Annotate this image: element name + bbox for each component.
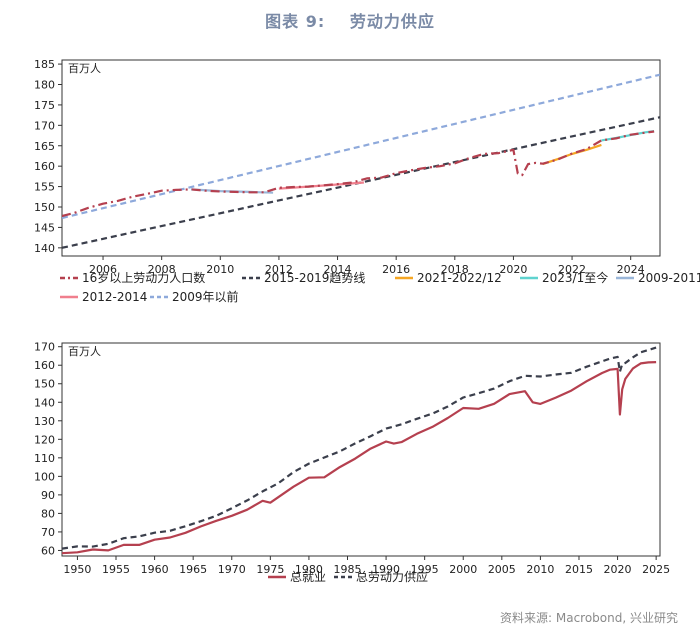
y-tick-label: 80 — [41, 507, 55, 520]
x-tick-label: 1955 — [102, 563, 130, 576]
y-tick-label: 145 — [34, 221, 55, 234]
y-tick-label: 100 — [34, 470, 55, 483]
y-tick-label: 110 — [34, 452, 55, 465]
x-tick-label: 2000 — [449, 563, 477, 576]
x-tick-label: 2025 — [642, 563, 670, 576]
x-tick-label: 1960 — [141, 563, 169, 576]
x-tick-label: 1975 — [256, 563, 284, 576]
x-tick-label: 1995 — [411, 563, 439, 576]
x-tick-label: 2020 — [604, 563, 632, 576]
y-tick-label: 90 — [41, 489, 55, 502]
series-line-16岁以上劳动力人口数 — [62, 130, 655, 218]
unit-label: 百万人 — [68, 345, 101, 358]
y-tick-label: 155 — [34, 181, 55, 194]
y-tick-label: 170 — [34, 119, 55, 132]
y-tick-label: 170 — [34, 341, 55, 354]
series-line-总劳动力供应 — [62, 346, 657, 550]
series-line-总就业 — [62, 361, 657, 555]
x-tick-label: 2022 — [558, 263, 586, 276]
x-tick-label: 1950 — [63, 563, 91, 576]
x-tick-label: 2016 — [382, 263, 410, 276]
legend-label: 2009年以前 — [172, 289, 239, 304]
legend-label: 总就业 — [290, 570, 326, 584]
legend-label: 总劳动力供应 — [356, 569, 428, 584]
legend-label: 2009-2011 — [638, 271, 700, 285]
x-tick-label: 2024 — [617, 263, 645, 276]
plot-frame — [61, 342, 661, 557]
x-tick-label: 2005 — [488, 563, 516, 576]
y-tick-label: 180 — [34, 79, 55, 92]
legend-label: 16岁以上劳动力人口数 — [82, 270, 205, 285]
series-line-2009年以前 — [62, 73, 660, 220]
x-tick-label: 2008 — [148, 263, 176, 276]
x-tick-label: 2015 — [565, 563, 593, 576]
y-tick-label: 185 — [34, 58, 55, 71]
x-tick-label: 1980 — [295, 563, 323, 576]
legend-label: 2015-2019趋势线 — [264, 271, 365, 285]
x-tick-label: 2010 — [526, 563, 554, 576]
y-tick-label: 160 — [34, 359, 55, 372]
bottom-chart: 百万人 60 70 80 90 100 110 120 130 140 150 160 170 1950 1… — [34, 341, 670, 584]
x-tick-label: 1970 — [218, 563, 246, 576]
y-tick-label: 140 — [34, 242, 55, 255]
series-line-2023/1至今 — [601, 130, 655, 142]
x-tick-label: 1990 — [372, 563, 400, 576]
figure-label: 图表 9: — [265, 12, 326, 31]
figure-title-text: 劳动力供应 — [349, 12, 435, 31]
series-line-2015-2019趋势线 — [62, 116, 660, 249]
legend-label: 2023/1至今 — [542, 270, 608, 285]
source-note: 资料来源: Macrobond, 兴业研究 — [500, 611, 678, 625]
y-tick-label: 150 — [34, 201, 55, 214]
y-tick-label: 130 — [34, 415, 55, 428]
y-tick-label: 140 — [34, 396, 55, 409]
y-tick-label: 165 — [34, 140, 55, 153]
x-tick-label: 2010 — [206, 263, 234, 276]
x-tick-label: 1965 — [179, 563, 207, 576]
y-tick-label: 150 — [34, 378, 55, 391]
unit-label: 百万人 — [68, 62, 101, 75]
figure-title: 图表 9: 劳动力供应 — [0, 8, 700, 32]
y-tick-label: 160 — [34, 160, 55, 173]
y-tick-label: 120 — [34, 433, 55, 446]
x-tick-label: 2014 — [324, 263, 352, 276]
top-chart: 百万人 140 145 150 155 160 165 170 175 180 185 2006 200… — [34, 58, 700, 304]
legend-label: 2012-2014 — [82, 290, 147, 304]
y-tick-label: 60 — [41, 544, 55, 557]
y-tick-label: 175 — [34, 99, 55, 112]
legend-label: 2021-2022/12 — [417, 271, 502, 285]
x-tick-label: 2020 — [499, 263, 527, 276]
x-tick-label: 2012 — [265, 263, 293, 276]
plot-frame — [61, 59, 661, 257]
x-tick-label: 1985 — [333, 563, 361, 576]
y-tick-label: 70 — [41, 526, 55, 539]
x-tick-label: 2018 — [441, 263, 469, 276]
x-tick-label: 2006 — [89, 263, 117, 276]
